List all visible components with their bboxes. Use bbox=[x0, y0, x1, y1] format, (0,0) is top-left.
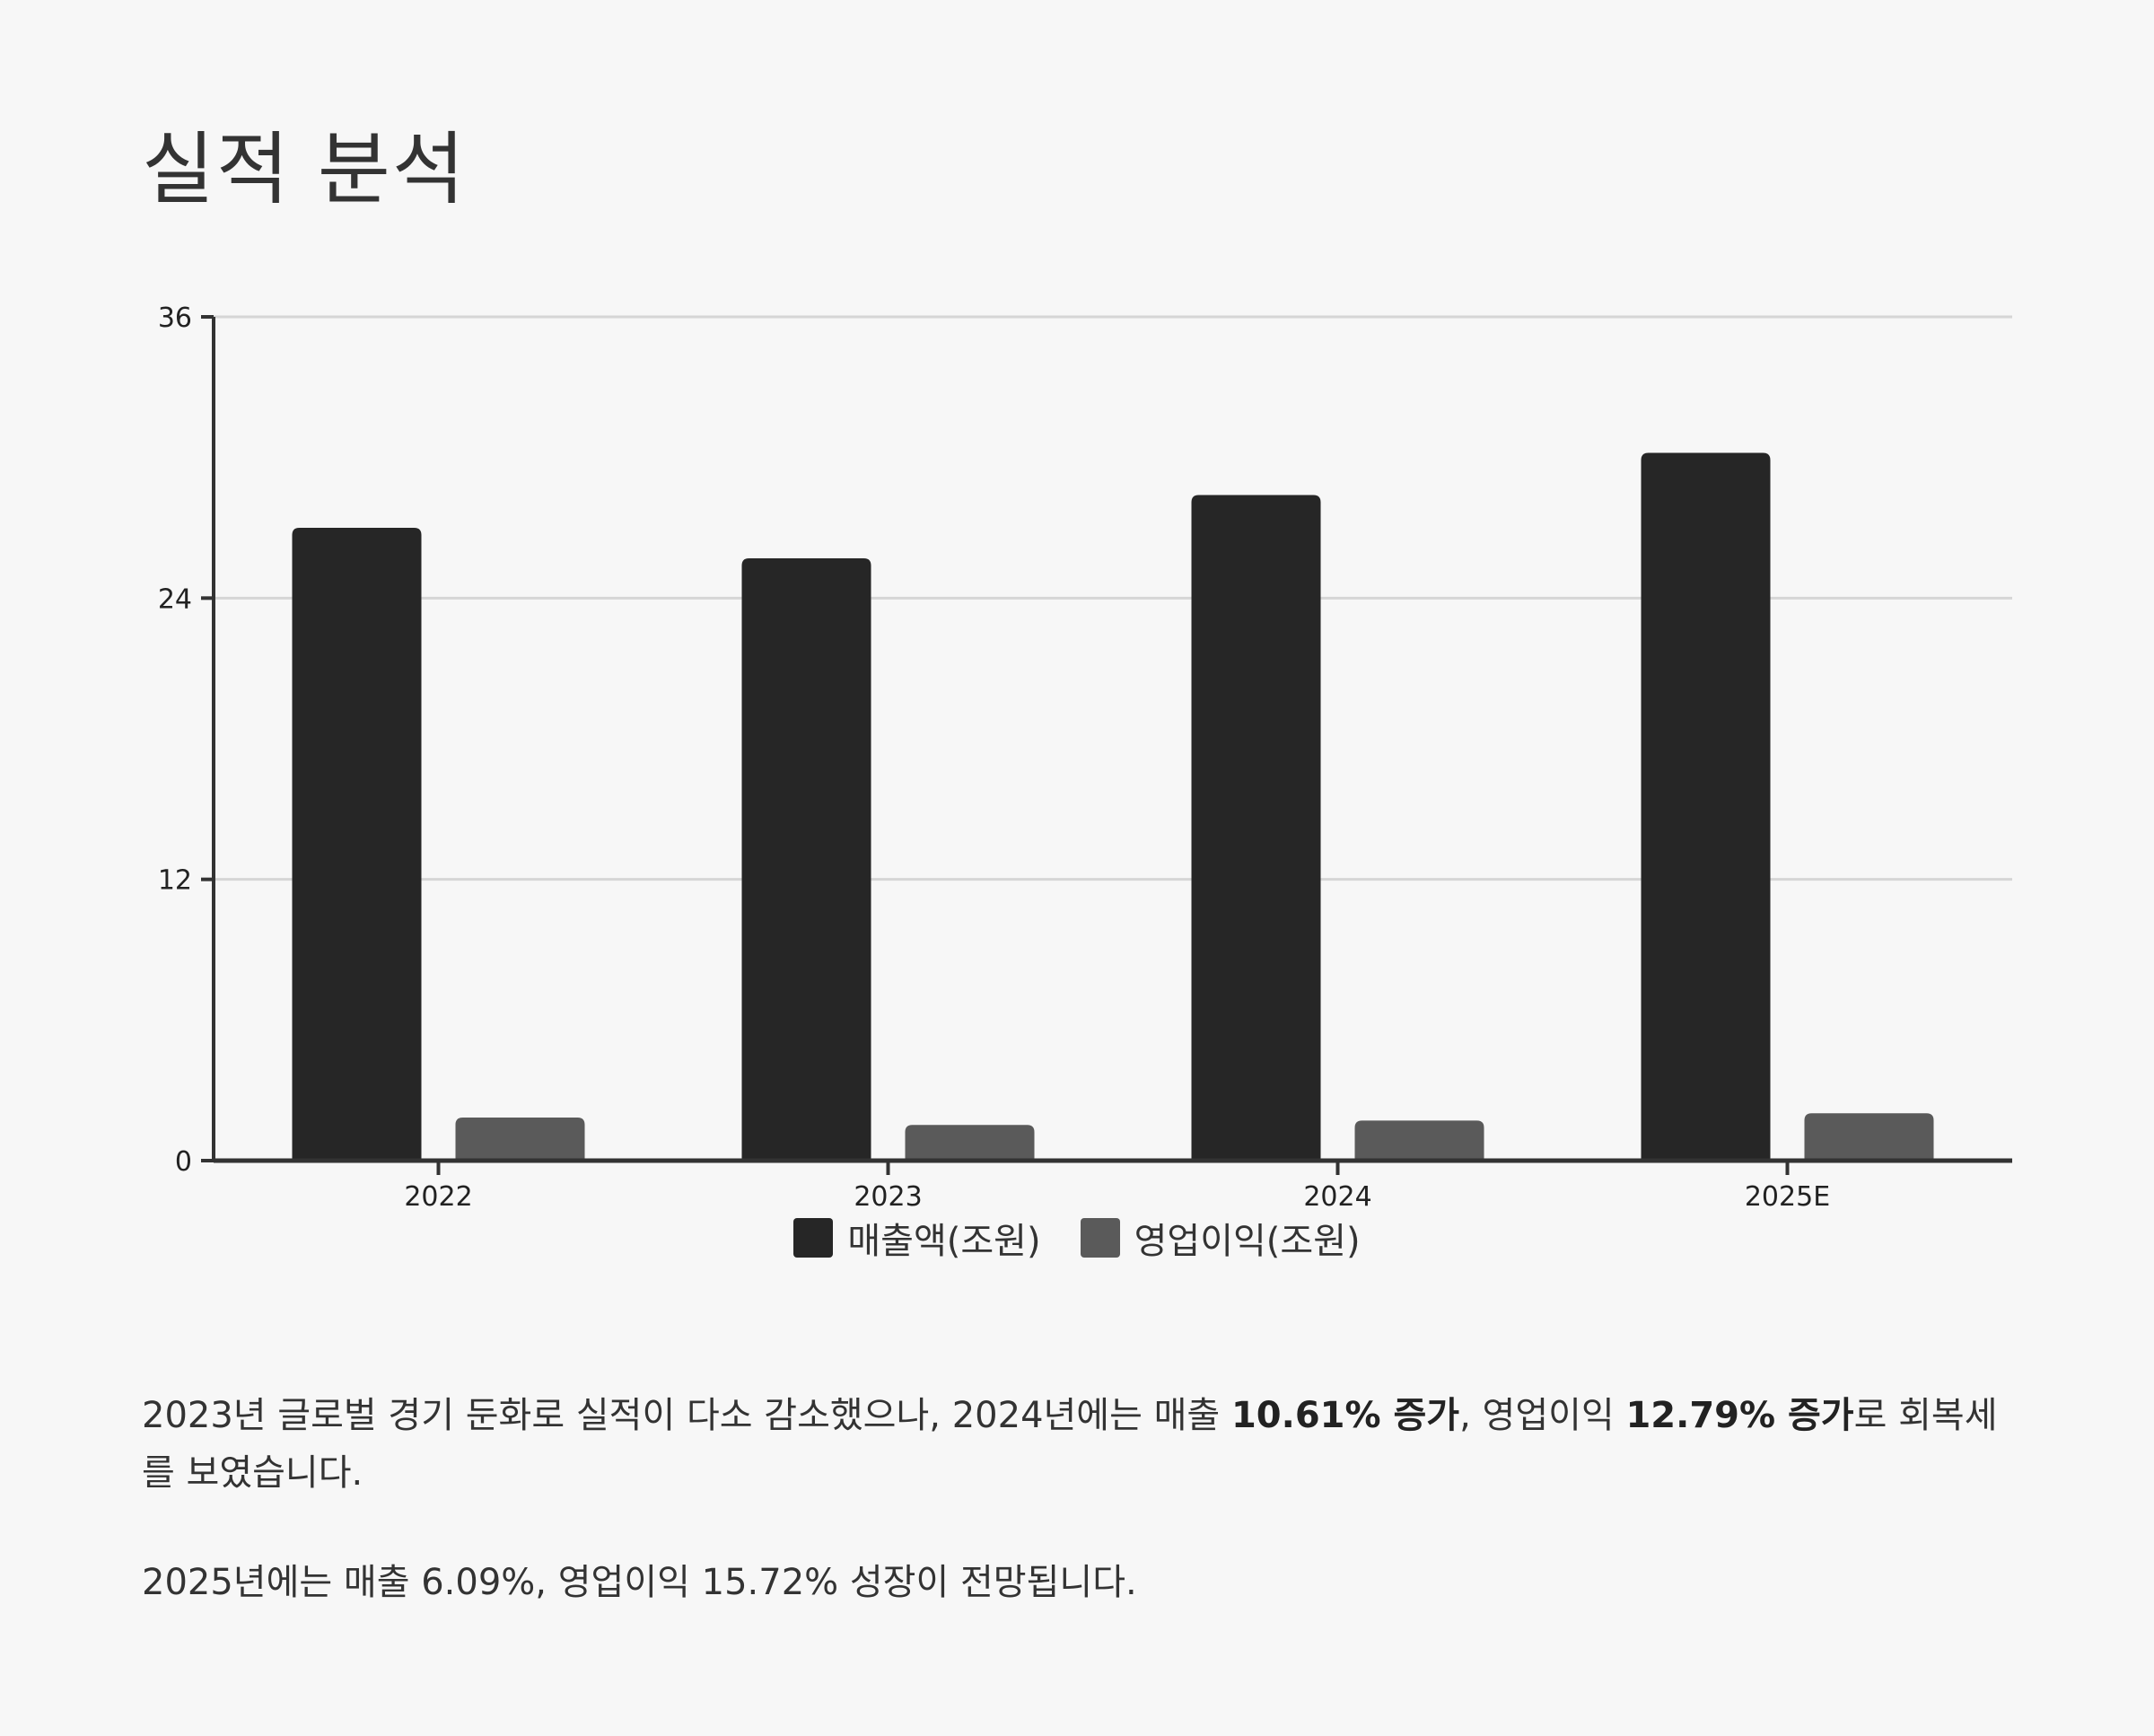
legend-label-operating-profit: 영업이익(조원) bbox=[1134, 1221, 1361, 1262]
page-title: 실적 분석 bbox=[142, 123, 467, 215]
bar-operating-profit bbox=[1804, 1113, 1934, 1161]
axes bbox=[201, 315, 2012, 1175]
bar-revenue bbox=[292, 528, 422, 1161]
x-tick-label: 2025E bbox=[1745, 1181, 1830, 1212]
bar-chart: 0 12 24 36 2022 2023 2024 2025E bbox=[158, 302, 2012, 1212]
analysis-text-segment: , 영업이익 bbox=[1459, 1395, 1626, 1436]
legend-swatch-revenue bbox=[793, 1218, 834, 1258]
y-tick-label: 0 bbox=[175, 1146, 192, 1178]
bar-operating-profit bbox=[905, 1125, 1035, 1161]
y-tick-label: 36 bbox=[158, 302, 192, 334]
bars bbox=[292, 452, 1934, 1161]
profit-growth-highlight: 12.79% 증가 bbox=[1625, 1395, 1854, 1436]
y-tick-label: 12 bbox=[158, 865, 192, 897]
bar-operating-profit bbox=[1354, 1120, 1484, 1161]
analysis-paragraph-1: 2023년 글로벌 경기 둔화로 실적이 다소 감소했으나, 2024년에는 매… bbox=[142, 1387, 2018, 1502]
y-tick-label: 24 bbox=[158, 583, 192, 615]
legend-label-revenue: 매출액(조원) bbox=[847, 1221, 1041, 1262]
bar-revenue bbox=[741, 557, 871, 1161]
bar-revenue bbox=[1641, 452, 1771, 1161]
x-tick-label: 2024 bbox=[1303, 1181, 1371, 1212]
x-tick-label: 2022 bbox=[404, 1181, 472, 1212]
chart-legend: 매출액(조원) 영업이익(조원) bbox=[0, 1212, 2154, 1264]
x-tick-label: 2023 bbox=[854, 1181, 922, 1212]
analysis-text-segment: 로 회복세를 보였습니다. bbox=[142, 1395, 1998, 1494]
bar-revenue bbox=[1191, 495, 1321, 1161]
revenue-growth-highlight: 10.61% 증가 bbox=[1230, 1395, 1460, 1436]
analysis-text: 2023년 글로벌 경기 둔화로 실적이 다소 감소했으나, 2024년에는 매… bbox=[142, 1387, 2018, 1663]
bar-operating-profit bbox=[455, 1117, 585, 1161]
legend-item-operating-profit: 영업이익(조원) bbox=[1080, 1212, 1361, 1264]
analysis-text-segment: 2023년 글로벌 경기 둔화로 실적이 다소 감소했으나, 2024년에는 매… bbox=[142, 1395, 1231, 1436]
legend-item-revenue: 매출액(조원) bbox=[793, 1212, 1041, 1264]
analysis-paragraph-2: 2025년에는 매출 6.09%, 영업이익 15.72% 성장이 전망됩니다. bbox=[142, 1562, 1137, 1603]
tick-labels: 0 12 24 36 2022 2023 2024 2025E bbox=[158, 302, 1830, 1212]
legend-swatch-operating-profit bbox=[1080, 1218, 1120, 1258]
